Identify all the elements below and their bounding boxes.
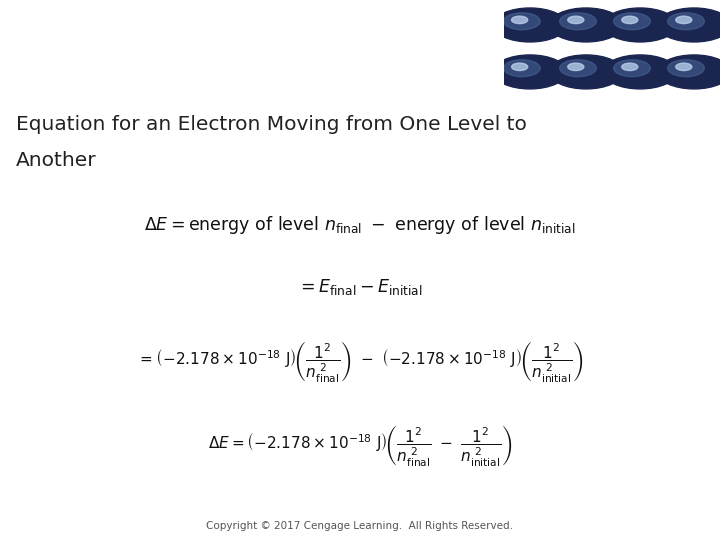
Circle shape bbox=[676, 16, 692, 24]
Text: Another: Another bbox=[16, 151, 96, 170]
Circle shape bbox=[511, 16, 528, 24]
Circle shape bbox=[657, 8, 720, 42]
Circle shape bbox=[676, 63, 692, 71]
Circle shape bbox=[549, 55, 623, 89]
Circle shape bbox=[603, 8, 677, 42]
Circle shape bbox=[559, 60, 596, 77]
Text: $=\left(-2.178 \times 10^{-18}\ \mathrm{J}\right)\!\left(\dfrac{1^{2}}{n_{\mathr: $=\left(-2.178 \times 10^{-18}\ \mathrm{… bbox=[137, 339, 583, 384]
Text: $\Delta E = \left(-2.178 \times 10^{-18}\ \mathrm{J}\right)\!\left(\dfrac{1^{2}}: $\Delta E = \left(-2.178 \times 10^{-18}… bbox=[207, 423, 513, 468]
Circle shape bbox=[511, 63, 528, 71]
Text: $= E_{\mathrm{final}} - E_{\mathrm{initial}}$: $= E_{\mathrm{final}} - E_{\mathrm{initi… bbox=[297, 277, 423, 297]
Text: Equation for an Electron Moving from One Level to: Equation for an Electron Moving from One… bbox=[16, 116, 527, 134]
Circle shape bbox=[613, 13, 650, 30]
Circle shape bbox=[613, 60, 650, 77]
Circle shape bbox=[622, 16, 638, 24]
Circle shape bbox=[503, 13, 540, 30]
Circle shape bbox=[493, 55, 567, 89]
Circle shape bbox=[493, 8, 567, 42]
Text: The Bohr Model: The Bohr Model bbox=[11, 62, 152, 80]
Text: Copyright © 2017 Cengage Learning.  All Rights Reserved.: Copyright © 2017 Cengage Learning. All R… bbox=[207, 521, 513, 531]
Circle shape bbox=[503, 60, 540, 77]
Circle shape bbox=[622, 63, 638, 71]
Circle shape bbox=[567, 63, 584, 71]
Text: $\Delta E = \mathrm{energy\ of\ level}\ n_{\mathrm{final}}\ -\ \mathrm{energy\ o: $\Delta E = \mathrm{energy\ of\ level}\ … bbox=[144, 214, 576, 237]
Circle shape bbox=[667, 13, 704, 30]
Text: Section 7.4: Section 7.4 bbox=[11, 25, 125, 43]
Circle shape bbox=[559, 13, 596, 30]
Circle shape bbox=[667, 60, 704, 77]
Circle shape bbox=[549, 8, 623, 42]
Circle shape bbox=[657, 55, 720, 89]
Circle shape bbox=[603, 55, 677, 89]
Circle shape bbox=[567, 16, 584, 24]
